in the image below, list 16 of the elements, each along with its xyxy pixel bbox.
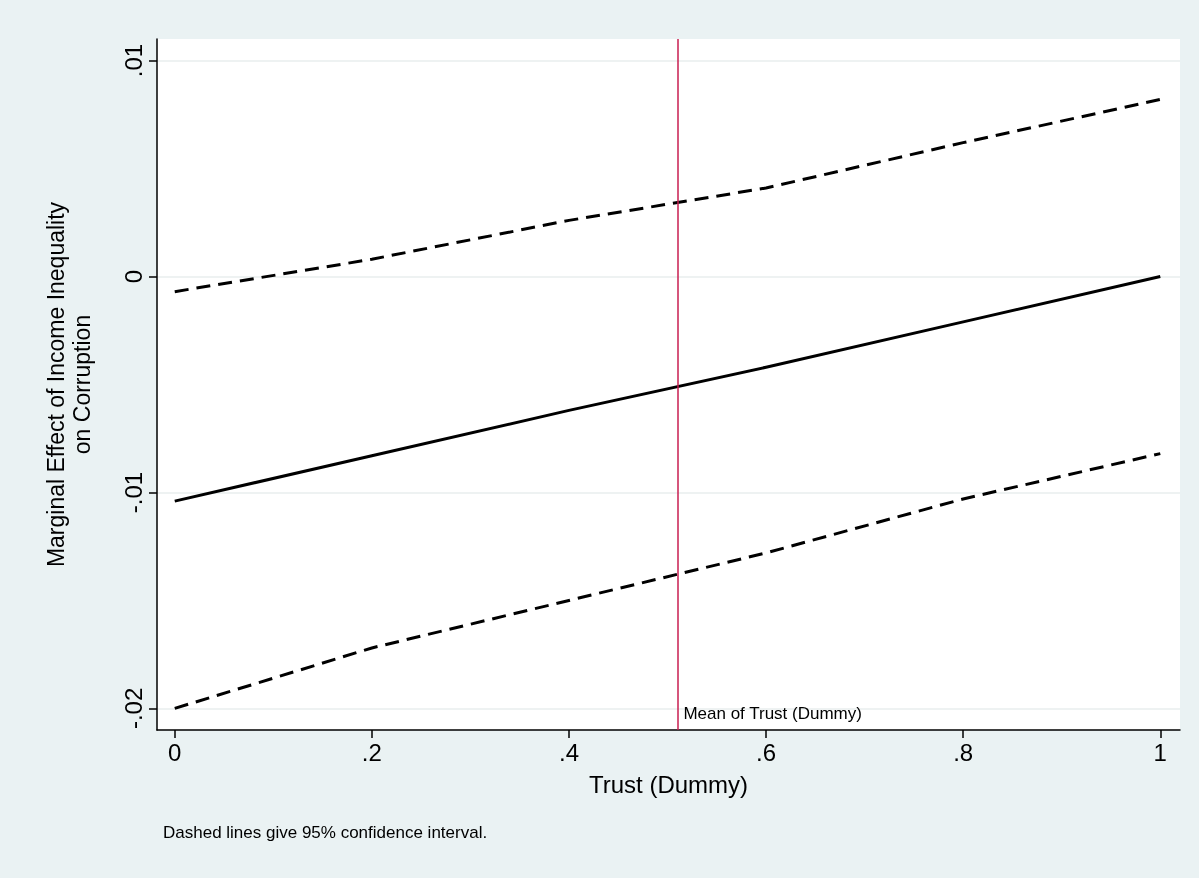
x-tick-label: 0	[168, 738, 182, 766]
y-axis-title: Marginal Effect of Income Inequality on Corruption	[43, 201, 95, 568]
line-series	[173, 97, 1162, 294]
y-tick-label: -.01	[119, 471, 147, 514]
x-tick-label: .4	[558, 738, 579, 766]
x-tick-label: .6	[756, 738, 777, 766]
x-tick-label: 1	[1153, 738, 1167, 766]
text: Dashed lines give 95% confidence interval.	[163, 823, 488, 842]
y-tick-label: 0	[119, 269, 147, 284]
y-tick-label: -.02	[119, 687, 147, 730]
ref-line-label: Mean of Trust (Dummy)	[683, 704, 862, 723]
line-series	[173, 275, 1162, 503]
x-tick-label: .8	[953, 738, 974, 766]
x-axis-title: Trust (Dummy)	[588, 770, 749, 798]
y-tick-label: .01	[119, 43, 147, 78]
x-tick-label: .2	[361, 738, 382, 766]
